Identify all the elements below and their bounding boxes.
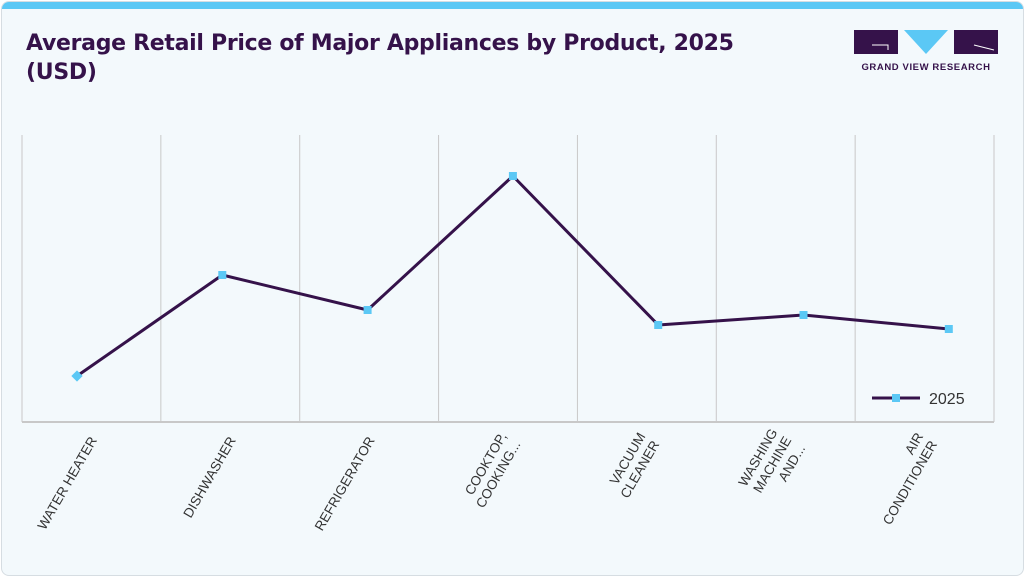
x-tick-label-line: REFRIGERATOR <box>312 434 378 534</box>
data-point <box>218 271 227 279</box>
logo-text: GRAND VIEW RESEARCH <box>861 62 991 73</box>
x-tick-label: AIRCONDITIONER <box>866 430 940 528</box>
x-tick-label: COOKTOP,COOKING... <box>459 430 523 510</box>
data-point <box>944 325 953 333</box>
x-tick-label: REFRIGERATOR <box>312 434 378 534</box>
series-line-2025 <box>76 174 949 378</box>
grand-view-research-logo: GRAND VIEW RESEARCH <box>854 30 998 74</box>
x-tick-label: VACUUMCLEANER <box>604 430 663 501</box>
data-point <box>508 172 517 180</box>
legend-label: 2025 <box>929 391 965 408</box>
data-point <box>363 306 372 314</box>
x-tick-label: WASHINGMACHINEAND... <box>735 426 808 505</box>
accent-bar <box>2 2 1023 9</box>
logo-mark-icon <box>854 30 998 54</box>
x-tick-label: DISHWASHER <box>180 434 239 521</box>
data-point <box>799 311 808 319</box>
legend-marker <box>892 394 900 402</box>
chart-title: Average Retail Price of Major Appliances… <box>26 31 734 85</box>
x-tick-label-line: WATER HEATER <box>35 434 100 532</box>
data-point <box>654 321 663 329</box>
x-tick-label-line: DISHWASHER <box>180 434 239 521</box>
x-tick-label: WATER HEATER <box>35 434 100 532</box>
